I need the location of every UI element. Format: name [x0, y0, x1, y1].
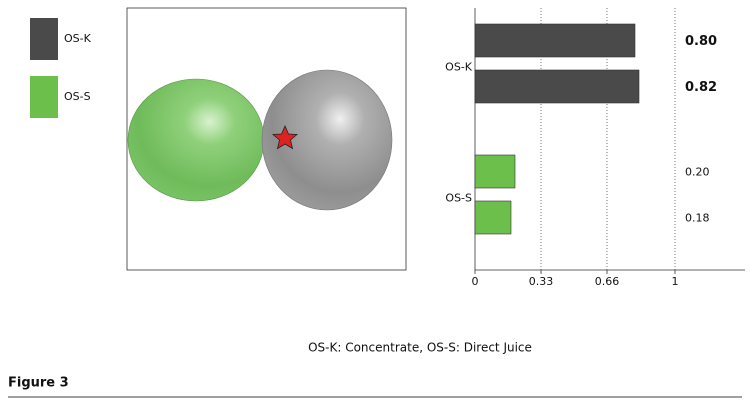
legend-swatch	[30, 18, 58, 60]
caption: OS-K: Concentrate, OS-S: Direct Juice	[308, 341, 532, 355]
legend-swatch	[30, 76, 58, 118]
bar	[474, 200, 512, 235]
sphere-os-k	[261, 69, 393, 211]
value-label: 0.82	[685, 80, 717, 95]
legend-label: OS-K	[64, 32, 92, 45]
x-tick-label: 1	[672, 275, 679, 288]
x-tick-label: 0.33	[529, 275, 554, 288]
figure-label: Figure 3	[8, 376, 69, 391]
x-tick-label: 0.66	[595, 275, 620, 288]
sphere-os-s	[127, 78, 265, 202]
bar	[474, 23, 636, 58]
value-label: 0.80	[685, 34, 717, 49]
bar	[474, 69, 640, 104]
legend-label: OS-S	[64, 90, 91, 103]
value-label: 0.20	[685, 166, 710, 179]
y-tick-label: OS-K	[445, 61, 473, 74]
y-tick-label: OS-S	[445, 192, 472, 205]
value-label: 0.18	[685, 212, 710, 225]
sphere-panel	[126, 7, 407, 271]
x-tick-label: 0	[472, 275, 479, 288]
bar	[474, 154, 516, 189]
star-marker	[271, 125, 299, 150]
panel-frame	[126, 7, 407, 271]
